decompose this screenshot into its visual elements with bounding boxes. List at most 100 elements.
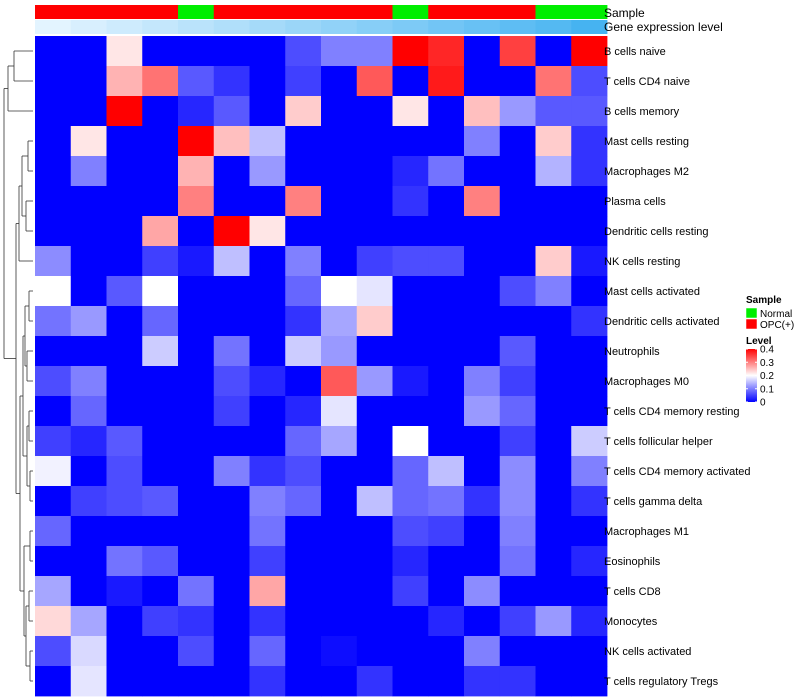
heatmap-cell	[213, 246, 250, 277]
sample-annotation-cell	[321, 5, 358, 19]
heatmap-cell	[70, 606, 107, 637]
row-label: T cells follicular helper	[604, 436, 713, 448]
heatmap-cell	[392, 156, 429, 187]
gene-expression-annotation-cell	[356, 20, 393, 34]
heatmap-cell	[571, 186, 608, 217]
heatmap-cell	[70, 666, 107, 697]
heatmap-cell	[178, 216, 215, 247]
heatmap-cell	[571, 336, 608, 367]
heatmap-cell	[392, 216, 429, 247]
heatmap-cell	[285, 546, 322, 577]
heatmap-cell	[499, 456, 536, 487]
heatmap-cell	[142, 336, 179, 367]
heatmap-cell	[464, 546, 501, 577]
heatmap-cell	[464, 336, 501, 367]
heatmap-cell	[428, 426, 465, 457]
heatmap-cell	[571, 576, 608, 607]
heatmap-cell	[106, 36, 143, 67]
heatmap-cell	[35, 126, 72, 157]
heatmap-cell	[213, 396, 250, 427]
heatmap-cell	[571, 486, 608, 517]
heatmap-cell	[35, 636, 72, 667]
heatmap-cell	[571, 306, 608, 337]
heatmap-cell	[178, 246, 215, 277]
heatmap-cell	[356, 576, 393, 607]
heatmap-cell	[285, 636, 322, 667]
heatmap-cell	[428, 96, 465, 127]
heatmap-cell	[142, 246, 179, 277]
heatmap-cell	[321, 486, 358, 517]
heatmap-cell	[178, 156, 215, 187]
row-label: NK cells resting	[604, 256, 680, 268]
heatmap-cell	[35, 276, 72, 307]
heatmap-cell	[428, 636, 465, 667]
heatmap-cell	[285, 486, 322, 517]
heatmap-cell	[464, 186, 501, 217]
heatmap-cell	[356, 486, 393, 517]
heatmap-cell	[535, 186, 572, 217]
heatmap-cell	[428, 396, 465, 427]
heatmap-cell	[464, 96, 501, 127]
heatmap-cell	[321, 156, 358, 187]
heatmap-cell	[213, 576, 250, 607]
heatmap-cell	[35, 516, 72, 547]
heatmap-cell	[356, 666, 393, 697]
heatmap-cell	[70, 396, 107, 427]
heatmap-cell	[321, 126, 358, 157]
heatmap-cell	[70, 336, 107, 367]
heatmap-cell	[213, 186, 250, 217]
heatmap-cell	[35, 456, 72, 487]
heatmap-cell	[321, 426, 358, 457]
heatmap-cell	[70, 366, 107, 397]
heatmap-cell	[142, 426, 179, 457]
heatmap-cell	[464, 576, 501, 607]
sample-annotation-cell	[571, 5, 608, 19]
heatmap-cell	[392, 606, 429, 637]
row-label: Mast cells activated	[604, 286, 700, 298]
legend-tick-label: 0.4	[760, 345, 774, 356]
heatmap-cell	[213, 426, 250, 457]
heatmap-cell	[535, 306, 572, 337]
heatmap-cell	[178, 606, 215, 637]
heatmap-cell	[249, 546, 286, 577]
sample-annotation-cell	[35, 5, 72, 19]
heatmap-cell	[178, 66, 215, 97]
heatmap-cell	[499, 246, 536, 277]
heatmap-cell	[356, 96, 393, 127]
heatmap-cell	[106, 246, 143, 277]
heatmap-cell	[70, 426, 107, 457]
heatmap-cell	[285, 606, 322, 637]
row-label: NK cells activated	[604, 646, 691, 658]
heatmap-cell	[70, 276, 107, 307]
heatmap-cell	[70, 456, 107, 487]
row-label: Mast cells resting	[604, 136, 689, 148]
row-label: T cells CD4 memory resting	[604, 406, 740, 418]
heatmap-cell	[535, 66, 572, 97]
heatmap-cell	[571, 636, 608, 667]
heatmap-cell	[70, 186, 107, 217]
sample-annotation-label: Sample	[604, 6, 645, 20]
heatmap-cell	[464, 486, 501, 517]
heatmap-cell	[392, 66, 429, 97]
heatmap-cell	[249, 246, 286, 277]
heatmap-cell	[213, 336, 250, 367]
heatmap-cell	[428, 186, 465, 217]
heatmap-cell	[106, 486, 143, 517]
heatmap-cell	[35, 246, 72, 277]
heatmap-cell	[70, 96, 107, 127]
heatmap-cell	[535, 486, 572, 517]
heatmap-cell	[106, 516, 143, 547]
heatmap-cell	[35, 606, 72, 637]
heatmap-cell	[142, 546, 179, 577]
heatmap-cell	[464, 306, 501, 337]
heatmap-cell	[499, 396, 536, 427]
heatmap-cell	[178, 396, 215, 427]
legend-level-ticks: 0.4 0.3 0.2 0.1 0	[746, 345, 774, 409]
heatmap-cell	[70, 636, 107, 667]
heatmap-cell	[535, 246, 572, 277]
heatmap-cell	[356, 336, 393, 367]
heatmap-cell	[392, 276, 429, 307]
heatmap-cell	[142, 636, 179, 667]
heatmap-cell	[249, 156, 286, 187]
